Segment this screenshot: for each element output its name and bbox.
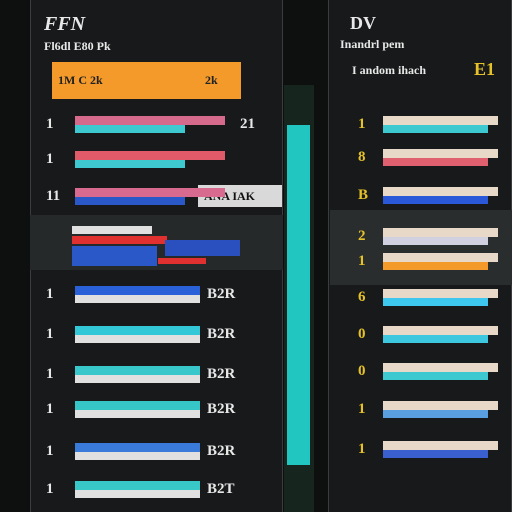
bar (75, 375, 200, 383)
row-label: B (358, 187, 369, 203)
row-value: B2T (207, 481, 235, 497)
row-label: 1 (46, 401, 54, 417)
bar (383, 125, 488, 133)
row-label: 1 (46, 286, 54, 302)
bar (383, 237, 488, 245)
subtitle: Fl6dl E80 Pk (44, 39, 111, 53)
bar (383, 363, 498, 372)
bar (383, 401, 498, 410)
badge: E1 (474, 59, 496, 79)
cyan-bar (287, 125, 310, 465)
bar (383, 196, 488, 204)
bar (75, 490, 200, 498)
bar (158, 258, 206, 264)
row-label: 6 (358, 289, 366, 305)
row-value: B2R (207, 443, 236, 459)
row-label: 0 (358, 326, 366, 342)
bar (75, 366, 200, 375)
row-value: B2R (207, 366, 236, 382)
bar (383, 335, 488, 343)
bar (383, 158, 488, 166)
bar (75, 151, 225, 160)
row-label: 11 (46, 188, 61, 204)
header-left: 1M C 2k (58, 73, 103, 87)
row-label: 1 (46, 481, 54, 497)
bar (383, 298, 488, 306)
row-label: 2 (358, 228, 366, 244)
bar (383, 450, 488, 458)
bar (383, 262, 488, 270)
bar (75, 197, 185, 205)
band (330, 210, 512, 285)
bar (75, 410, 200, 418)
header-bar (52, 62, 241, 99)
bar (383, 372, 488, 380)
label: I andom ihach (352, 63, 427, 77)
bar (383, 228, 498, 237)
row-label: 1 (358, 441, 366, 457)
bar (75, 188, 225, 197)
bar (75, 116, 225, 125)
header-right: 2k (205, 73, 218, 87)
bar (75, 326, 200, 335)
title: DV (350, 13, 376, 33)
bar (383, 410, 488, 418)
row-label: 1 (46, 151, 54, 167)
bar (75, 452, 200, 460)
row-label: 1 (358, 116, 366, 132)
row-label: 8 (358, 149, 366, 165)
subtitle: Inandrl pem (340, 37, 405, 51)
bar (75, 335, 200, 343)
row-label: 1 (46, 366, 54, 382)
bar (75, 443, 200, 452)
bar (165, 240, 240, 256)
row-value: B2R (207, 326, 236, 342)
bar (383, 326, 498, 335)
bar (383, 149, 498, 158)
title: FFN (44, 13, 86, 35)
bar (75, 286, 200, 295)
row-label: 1 (358, 401, 366, 417)
bar (383, 116, 498, 125)
bar (383, 289, 498, 298)
bar (383, 253, 498, 262)
bar (75, 481, 200, 490)
bar (75, 160, 185, 168)
row-label: 0 (358, 363, 366, 379)
bar (72, 246, 157, 266)
bar (75, 125, 185, 133)
bar (383, 441, 498, 450)
row-value: 21 (240, 116, 255, 132)
bar (75, 295, 200, 303)
row-value: B2R (207, 286, 236, 302)
row-label: 1 (46, 443, 54, 459)
bar (72, 226, 152, 234)
bar (75, 401, 200, 410)
row-label: 1 (46, 116, 54, 132)
row-label: 1 (358, 253, 366, 269)
row-label: 1 (46, 326, 54, 342)
bar (383, 187, 498, 196)
bar (72, 236, 167, 244)
row-value: B2R (207, 401, 236, 417)
